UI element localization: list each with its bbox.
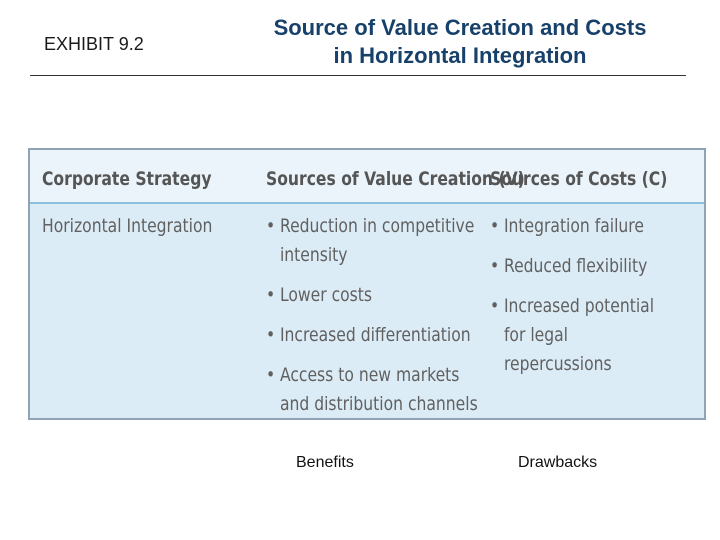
header-sources-of-costs: Sources of Costs (C) xyxy=(490,168,668,190)
value-list: Reduction in competitive intensity Lower… xyxy=(266,212,479,419)
title-divider xyxy=(30,75,686,76)
list-item: Increased differentiation xyxy=(266,321,479,350)
cell-strategy: Horizontal Integration xyxy=(42,215,213,237)
cell-cost-sources: Integration failure Reduced flexibility … xyxy=(490,212,675,390)
cell-value-sources: Reduction in competitive intensity Lower… xyxy=(266,212,479,430)
exhibit-table: Corporate Strategy Sources of Value Crea… xyxy=(28,148,706,420)
table-header-row xyxy=(30,150,704,204)
list-item: Reduction in competitive intensity xyxy=(266,212,479,270)
header-corporate-strategy: Corporate Strategy xyxy=(42,168,212,190)
benefits-caption: Benefits xyxy=(296,454,354,471)
slide-title: Source of Value Creation and Costs in Ho… xyxy=(230,14,690,70)
title-line-1: Source of Value Creation and Costs xyxy=(273,15,647,40)
list-item: Access to new markets and distribution c… xyxy=(266,361,479,419)
exhibit-label: EXHIBIT 9.2 xyxy=(44,34,144,54)
drawbacks-caption: Drawbacks xyxy=(518,454,598,471)
title-line-2: in Horizontal Integration xyxy=(333,43,587,68)
list-item: Integration failure xyxy=(490,212,675,241)
list-item: Lower costs xyxy=(266,281,479,310)
list-item: Increased potential for legal repercussi… xyxy=(490,292,675,379)
list-item: Reduced flexibility xyxy=(490,252,675,281)
cost-list: Integration failure Reduced flexibility … xyxy=(490,212,675,379)
header-sources-of-value: Sources of Value Creation (V) xyxy=(266,168,525,190)
